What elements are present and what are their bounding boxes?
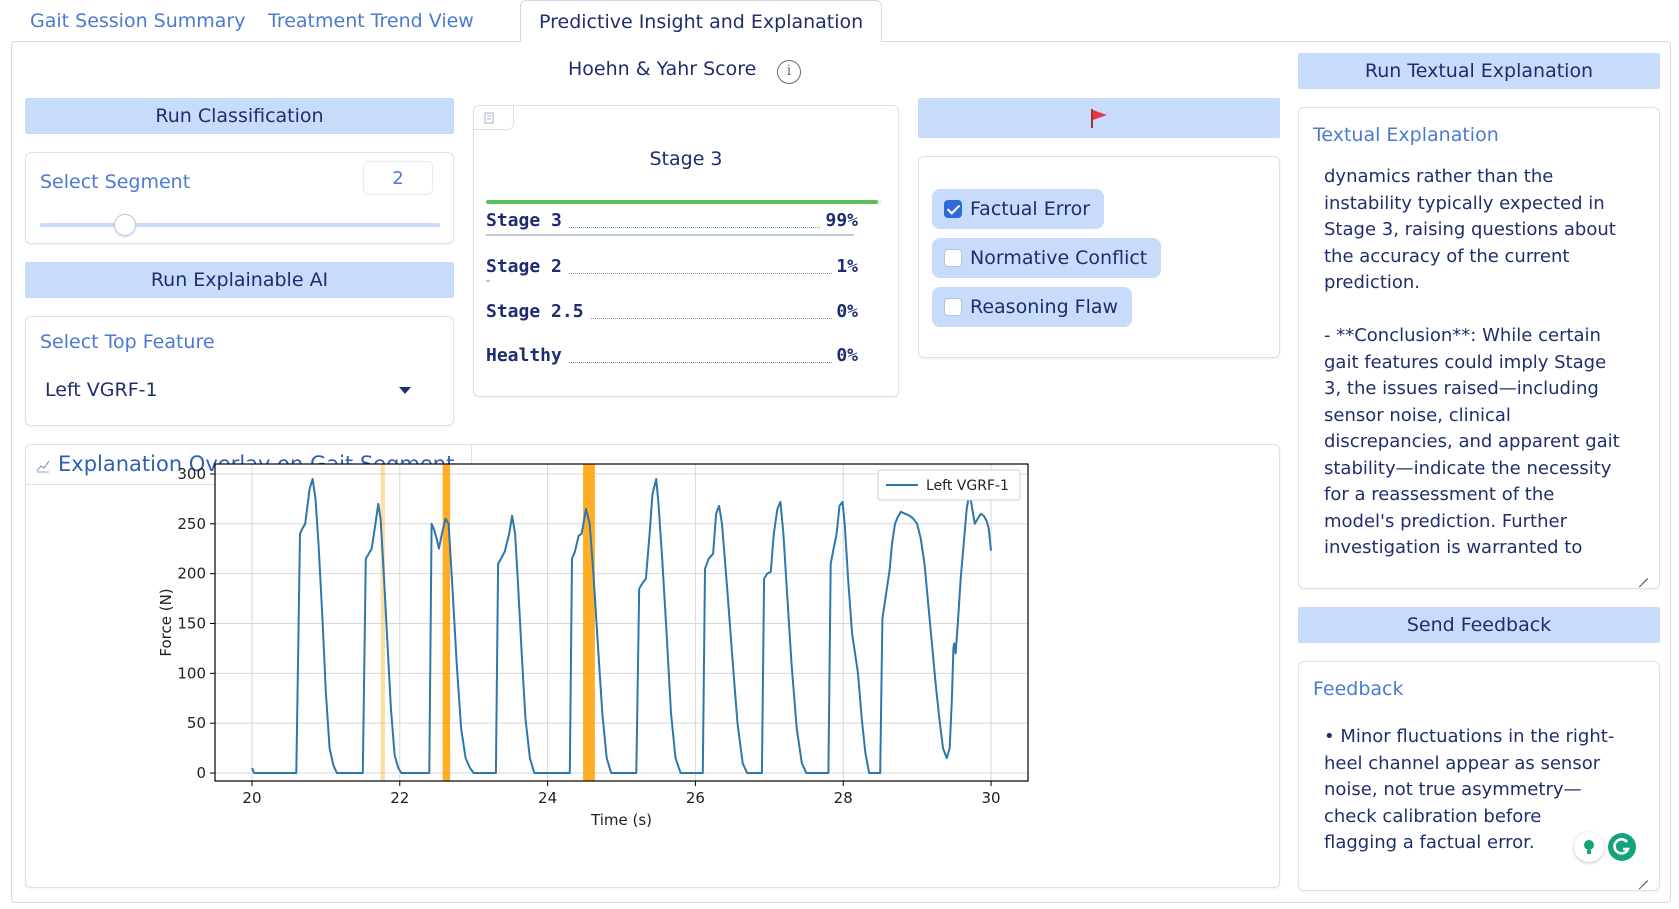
flag-option-normative-conflict[interactable]: Normative Conflict <box>932 238 1162 278</box>
row-confidence-bar <box>486 280 490 282</box>
row-leader-dots <box>486 318 858 319</box>
highlight-band <box>583 464 595 781</box>
send-feedback-button[interactable]: Send Feedback <box>1298 607 1660 643</box>
feedback-text[interactable]: • Minor fluctuations in the right- heel … <box>1324 726 1615 853</box>
checkbox[interactable] <box>944 298 962 316</box>
highlight-band <box>380 464 385 781</box>
x-tick-label: 26 <box>686 789 705 807</box>
feature-dropdown[interactable]: Left VGRF-1 <box>27 367 437 413</box>
hy-title: Hoehn & Yahr Score <box>568 58 757 80</box>
feedback-box: Feedback • Minor fluctuations in the rig… <box>1298 661 1660 891</box>
y-tick-label: 100 <box>177 664 206 682</box>
resize-handle-icon[interactable] <box>1637 568 1649 580</box>
y-tick-label: 250 <box>177 515 206 533</box>
hy-top-label: Stage 3 <box>649 148 723 170</box>
row-percent: 0% <box>832 345 858 366</box>
x-axis-label: Time (s) <box>590 811 652 829</box>
label-panel-icon <box>474 106 514 130</box>
chevron-down-icon <box>399 387 411 394</box>
feature-dropdown-value: Left VGRF-1 <box>45 379 158 401</box>
textual-explanation-text[interactable]: dynamics rather than the instability typ… <box>1324 166 1620 558</box>
x-tick-label: 30 <box>981 789 1000 807</box>
confidence-row: Stage 3 99% <box>486 210 858 242</box>
segment-slider-thumb[interactable] <box>114 214 136 236</box>
row-label: Stage 3 <box>486 210 568 231</box>
confidence-row: Healthy 0% <box>486 345 858 377</box>
feature-label: Select Top Feature <box>40 331 215 353</box>
top-confidence-track <box>486 200 882 204</box>
flag-option-label: Reasoning Flaw <box>970 296 1119 318</box>
row-label: Stage 2.5 <box>486 301 590 322</box>
confidence-row: Stage 2.5 0% <box>486 301 858 333</box>
legend-box <box>877 469 1021 501</box>
row-label: Healthy <box>486 345 568 366</box>
row-confidence-bar <box>486 234 855 236</box>
tab-predictive-insight[interactable]: Predictive Insight and Explanation <box>520 0 883 42</box>
tab-treatment-trend-view[interactable]: Treatment Trend View <box>268 10 474 32</box>
feedback-label: Feedback <box>1313 678 1404 700</box>
segment-selector-box: Select Segment 2 <box>25 152 454 244</box>
x-tick-label: 24 <box>538 789 557 807</box>
highlight-band <box>442 464 451 781</box>
y-tick-label: 150 <box>177 614 206 632</box>
flag-option-label: Factual Error <box>970 198 1091 220</box>
y-tick-label: 200 <box>177 565 206 583</box>
legend-label: Left VGRF-1 <box>926 478 1009 494</box>
series-line <box>251 478 992 774</box>
checkbox[interactable] <box>944 249 962 267</box>
grammarly-icon[interactable] <box>1608 833 1636 861</box>
run-classification-button[interactable]: Run Classification <box>25 98 454 134</box>
x-tick-label: 20 <box>242 789 261 807</box>
confidence-row: Stage 2 1% <box>486 256 858 288</box>
plot-frame <box>214 463 1029 782</box>
info-circle-icon[interactable]: i <box>777 60 801 84</box>
feature-selector-box: Select Top Feature Left VGRF-1 <box>25 316 454 426</box>
run-explainable-ai-button[interactable]: Run Explainable AI <box>25 262 454 298</box>
plot-area <box>215 464 1028 781</box>
resize-handle-icon[interactable] <box>1637 870 1649 882</box>
textual-explanation-label: Textual Explanation <box>1313 124 1499 146</box>
tab-gait-session-summary[interactable]: Gait Session Summary <box>30 10 246 32</box>
row-leader-dots <box>486 273 858 274</box>
lightbulb-icon[interactable] <box>1574 832 1604 862</box>
segment-number-input[interactable]: 2 <box>363 161 433 195</box>
row-percent: 1% <box>832 256 858 277</box>
row-leader-dots <box>486 227 858 228</box>
flag-button[interactable] <box>918 98 1280 138</box>
segment-slider-track[interactable] <box>40 223 440 227</box>
chart-icon <box>36 460 50 473</box>
row-leader-dots <box>486 362 858 363</box>
y-tick-label: 50 <box>187 714 206 732</box>
row-percent: 0% <box>832 301 858 322</box>
checkbox[interactable] <box>944 200 962 218</box>
flag-option-label: Normative Conflict <box>970 247 1148 269</box>
segment-label: Select Segment <box>40 171 191 193</box>
run-textual-explanation-button[interactable]: Run Textual Explanation <box>1298 53 1660 89</box>
top-confidence-bar <box>486 200 879 204</box>
overlay-panel: Explanation Overlay on Gait Segment 2022… <box>25 444 1280 888</box>
textual-explanation-box: Textual Explanation dynamics rather than… <box>1298 107 1660 589</box>
row-label: Stage 2 <box>486 256 568 277</box>
flag-option-factual-error[interactable]: Factual Error <box>932 189 1105 229</box>
hy-label-panel: Stage 3 Stage 3 99% Stage 2 1% Stage 2.5 0% He… <box>473 105 899 397</box>
flag-icon <box>1091 109 1107 128</box>
x-tick-label: 28 <box>834 789 853 807</box>
y-tick-label: 0 <box>196 764 206 782</box>
flag-options-box: Factual Error Normative Conflict Reasoning… <box>918 156 1280 358</box>
y-tick-label: 300 <box>177 465 206 483</box>
y-axis-label: Force (N) <box>157 588 175 656</box>
flag-option-reasoning-flaw[interactable]: Reasoning Flaw <box>932 287 1133 327</box>
row-percent: 99% <box>821 210 858 231</box>
tab-bar: Gait Session Summary Treatment Trend Vie… <box>12 0 1672 42</box>
x-tick-label: 22 <box>390 789 409 807</box>
